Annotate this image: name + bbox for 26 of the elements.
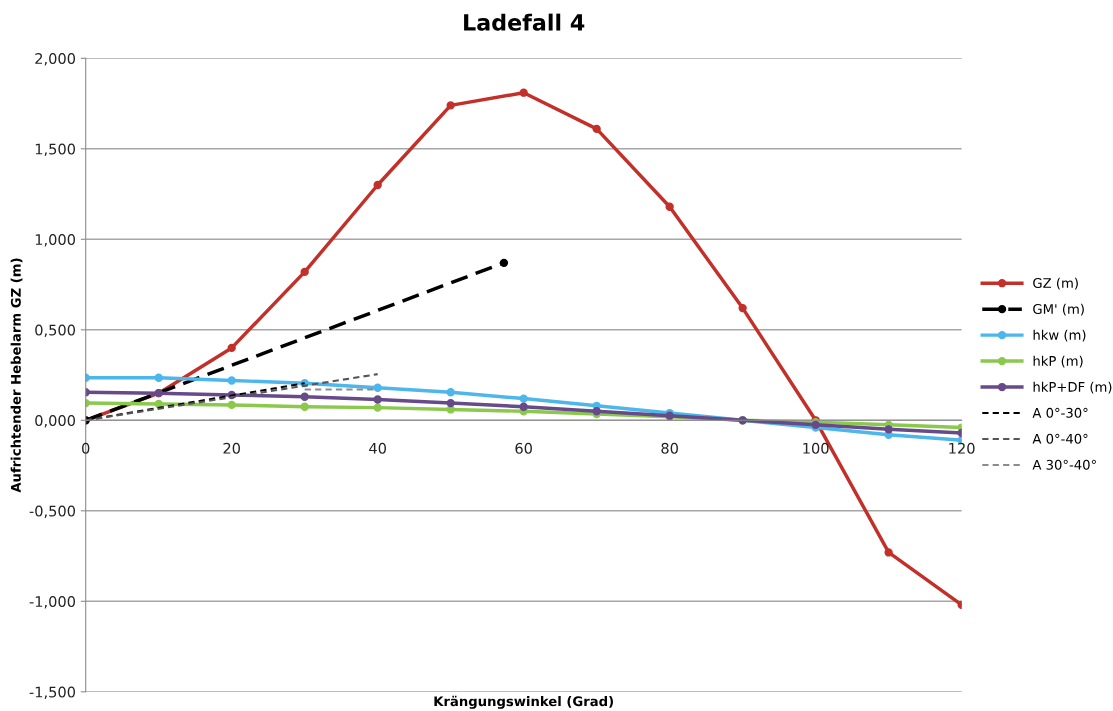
- y-tick-label: 2,000: [35, 53, 76, 66]
- x-tick-label: 0: [82, 442, 90, 454]
- legend-label: hkw (m): [1033, 329, 1086, 342]
- legend-label: hkP+DF (m): [1033, 381, 1112, 394]
- y-axis-title: Aufrichtender Hebelarm GZ (m): [10, 258, 23, 493]
- y-tick-label: -1,500: [29, 686, 76, 700]
- x-tick-label: 60: [515, 442, 532, 454]
- y-tick-label: 1,000: [35, 234, 76, 247]
- chart-title: Ladefall 4: [464, 13, 585, 31]
- legend-label: A 30°-40°: [1032, 459, 1096, 470]
- y-tick-label: 0,500: [35, 324, 76, 338]
- x-tick-label: 120: [949, 442, 975, 454]
- y-tick-label: 1,500: [35, 143, 76, 157]
- legend-label: hkP (m): [1033, 355, 1083, 368]
- x-tick-label: 100: [803, 442, 829, 454]
- x-tick-label: 20: [223, 442, 240, 454]
- legend-label: GZ (m): [1033, 277, 1078, 290]
- legend-label: GM' (m): [1033, 303, 1084, 316]
- x-axis-title: Krängungswinkel (Grad): [434, 695, 613, 709]
- legend-label: A 0°-40°: [1032, 433, 1088, 444]
- legend-label: A 0°-30°: [1032, 407, 1088, 418]
- x-tick-label: 80: [661, 442, 678, 454]
- y-tick-label: -0,500: [29, 505, 76, 519]
- y-tick-label: 0,000: [35, 415, 76, 428]
- x-tick-label: 40: [369, 442, 386, 454]
- y-tick-label: -1,000: [29, 596, 76, 609]
